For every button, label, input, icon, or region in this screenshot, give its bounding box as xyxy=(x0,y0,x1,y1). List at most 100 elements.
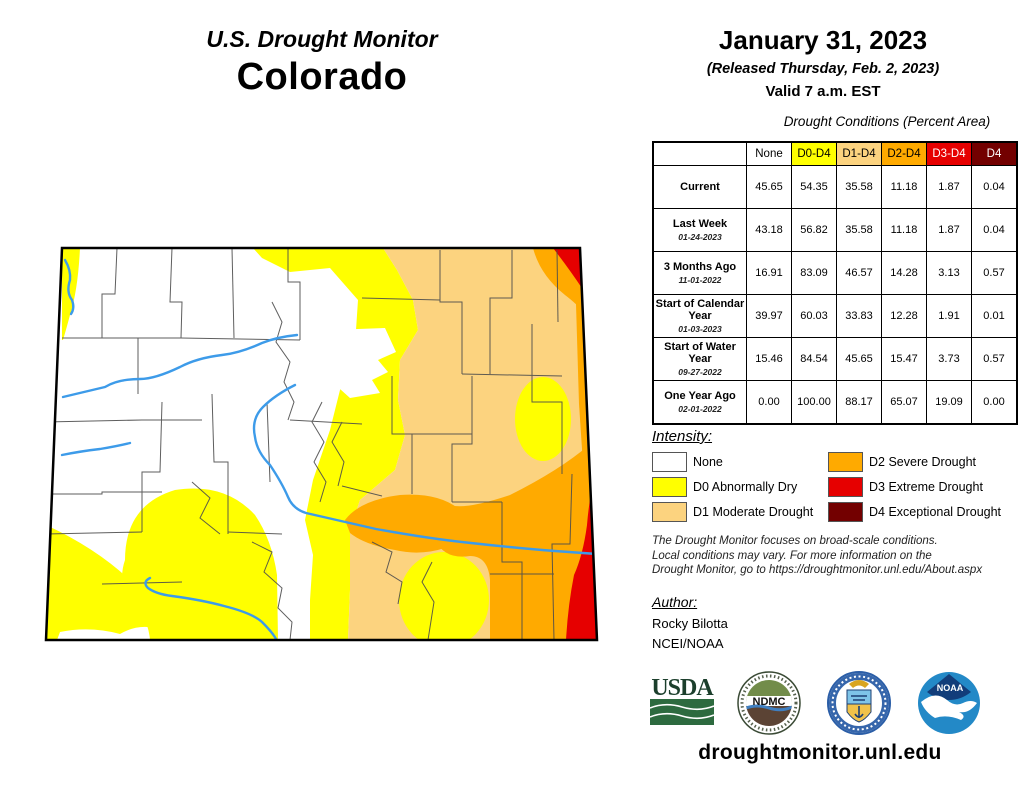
legend-item-d0: D0 Abnormally Dry xyxy=(652,477,797,497)
region-d0-southwest xyxy=(46,525,156,640)
footer-url: droughtmonitor.unl.edu xyxy=(698,741,942,764)
cell-value: 0.57 xyxy=(971,337,1018,381)
region-d3-ne-corner xyxy=(553,248,583,289)
cell-value: 11.18 xyxy=(881,208,927,252)
legend-item-none: None xyxy=(652,452,723,472)
legend-label: D4 Exceptional Drought xyxy=(869,505,1002,519)
cell-value: 88.17 xyxy=(836,380,882,425)
river-northwest-loop xyxy=(63,258,75,316)
row-date: 02-01-2022 xyxy=(678,403,722,414)
region-d0-center-blob xyxy=(122,488,278,640)
disclaimer-line: Local conditions may vary. For more info… xyxy=(652,549,932,562)
legend-swatch-d2 xyxy=(828,452,863,472)
river-colorado xyxy=(61,333,299,399)
table-corner-cell xyxy=(653,142,747,166)
table-row: Last Week 01-24-2023 43.18 56.82 35.58 11… xyxy=(652,208,1018,252)
doc-eagle-icon xyxy=(849,680,869,688)
col-header-d2: D2-D4 xyxy=(881,141,927,166)
cell-value: 35.58 xyxy=(836,165,882,209)
cell-value: 46.57 xyxy=(836,251,882,295)
cell-value: 56.82 xyxy=(791,208,837,252)
doc-seal-logo xyxy=(827,671,891,735)
legend-label: D1 Moderate Drought xyxy=(693,505,814,519)
release-date: (Released Thursday, Feb. 2, 2023) xyxy=(706,61,940,77)
row-label: Last Week xyxy=(672,217,728,230)
region-d0-south-oval xyxy=(399,552,489,640)
usda-field-icon xyxy=(649,699,715,725)
row-label: One Year Ago xyxy=(664,389,736,402)
row-date: 09-27-2022 xyxy=(678,366,722,377)
river-arkansas xyxy=(252,383,597,556)
cell-value: 83.09 xyxy=(791,251,837,295)
doc-anchor-icon xyxy=(854,706,864,718)
cell-value: 43.18 xyxy=(746,208,792,252)
noaa-logo-text: NOAA xyxy=(937,683,964,693)
cell-value: 84.54 xyxy=(791,337,837,381)
map-date: January 31, 2023 xyxy=(718,25,928,55)
table-row: Start of Calendar Year 01-03-2023 39.97 6… xyxy=(652,294,1018,338)
cell-value: 54.35 xyxy=(791,165,837,209)
rivers xyxy=(60,258,597,640)
legend-swatch-d4 xyxy=(828,502,863,522)
cell-value: 12.28 xyxy=(881,294,927,338)
row-label: Current xyxy=(680,180,720,193)
cell-value: 16.91 xyxy=(746,251,792,295)
legend-label: D3 Extreme Drought xyxy=(869,480,983,494)
cell-value: 100.00 xyxy=(791,380,837,425)
disclaimer-line: The Drought Monitor focuses on broad-sca… xyxy=(652,535,938,547)
river-southwest xyxy=(144,576,279,640)
legend-item-d3: D3 Extreme Drought xyxy=(828,477,983,497)
legend-swatch-none xyxy=(652,452,687,472)
row-date: 01-03-2023 xyxy=(678,323,722,334)
legend-label: D0 Abnormally Dry xyxy=(693,480,798,494)
cell-value: 0.00 xyxy=(746,380,792,425)
cell-value: 19.09 xyxy=(926,380,972,425)
cell-value: 14.28 xyxy=(881,251,927,295)
author-org: NCEI/NOAA xyxy=(652,636,724,651)
ndmc-logo-text: NDMC xyxy=(753,696,786,708)
cell-value: 15.47 xyxy=(881,337,927,381)
table-row: Start of Water Year 09-27-2022 15.46 84.5… xyxy=(652,337,1018,381)
ndmc-logo: NDMC xyxy=(737,671,801,735)
region-d0-left-strip xyxy=(62,248,80,340)
river-west-short xyxy=(60,441,132,457)
cell-value: 0.00 xyxy=(971,380,1018,425)
intensity-heading: Intensity: xyxy=(652,428,713,445)
cell-value: 60.03 xyxy=(791,294,837,338)
author-heading: Author: xyxy=(652,594,698,610)
cell-value: 0.57 xyxy=(971,251,1018,295)
table-row: One Year Ago 02-01-2022 0.00 100.00 88.17… xyxy=(652,380,1018,425)
page-title: U.S. Drought Monitor xyxy=(206,26,438,52)
legend-item-d2: D2 Severe Drought xyxy=(828,452,976,472)
table-caption: Drought Conditions (Percent Area) xyxy=(783,114,991,129)
cell-value: 1.87 xyxy=(926,208,972,252)
cell-value: 15.46 xyxy=(746,337,792,381)
county-boundaries xyxy=(46,248,573,640)
col-header-d3: D3-D4 xyxy=(926,141,972,166)
row-label: Start of Calendar Year xyxy=(655,297,745,322)
cell-value: 65.07 xyxy=(881,380,927,425)
usda-logo: USDA xyxy=(646,675,718,731)
valid-time: Valid 7 a.m. EST xyxy=(765,83,881,100)
cell-value: 3.13 xyxy=(926,251,972,295)
usda-logo-text: USDA xyxy=(651,675,713,701)
cell-value: 39.97 xyxy=(746,294,792,338)
disclaimer-line: Drought Monitor, go to https://droughtmo… xyxy=(652,564,983,576)
col-header-none: None xyxy=(746,141,792,166)
legend-item-d4: D4 Exceptional Drought xyxy=(828,502,1001,522)
col-header-d0: D0-D4 xyxy=(791,141,837,166)
legend-swatch-d3 xyxy=(828,477,863,497)
legend-label: D2 Severe Drought xyxy=(869,455,977,469)
cell-value: 33.83 xyxy=(836,294,882,338)
region-d3-east-edge xyxy=(566,480,597,640)
region-d2-southeast xyxy=(434,445,597,640)
table-row: 3 Months Ago 11-01-2022 16.91 83.09 46.57… xyxy=(652,251,1018,295)
row-label: 3 Months Ago xyxy=(663,260,737,273)
cell-value: 45.65 xyxy=(836,337,882,381)
table-row: Current 45.65 54.35 35.58 11.18 1.87 0.0… xyxy=(652,165,1018,209)
row-label: Start of Water Year xyxy=(664,340,736,365)
cell-value: 11.18 xyxy=(881,165,927,209)
cell-value: 0.01 xyxy=(971,294,1018,338)
col-header-d1: D1-D4 xyxy=(836,141,882,166)
colorado-drought-map xyxy=(44,246,599,642)
